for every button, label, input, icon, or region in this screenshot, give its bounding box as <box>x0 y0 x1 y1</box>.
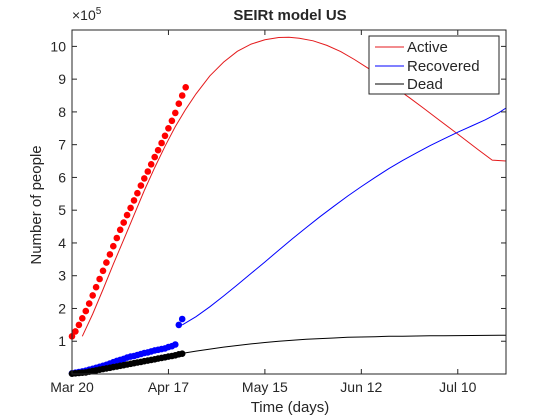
x-axis-label: Time (days) <box>251 399 330 416</box>
y-tick-label: 10 <box>50 38 66 54</box>
y-multiplier-exponent: 5 <box>96 6 102 17</box>
active-data-point <box>154 146 162 154</box>
active-data-point <box>161 132 169 140</box>
series-recovered-model <box>181 107 507 326</box>
active-data-point <box>110 242 117 250</box>
series-active-observed <box>68 84 189 340</box>
active-data-point <box>99 267 107 275</box>
active-data-point <box>120 219 127 226</box>
y-tick-label: 6 <box>58 169 66 185</box>
y-multiplier: ×105 <box>72 6 102 23</box>
recovered-data-point <box>172 341 179 348</box>
x-tick-label: Apr 17 <box>148 379 189 395</box>
active-data-point <box>85 300 93 307</box>
active-data-point <box>82 307 90 315</box>
active-data-point <box>134 189 141 197</box>
legend: Active Recovered Dead <box>368 35 500 95</box>
active-data-point <box>72 328 79 335</box>
active-data-point <box>79 315 86 322</box>
x-tick-label: Jun 12 <box>340 379 382 395</box>
x-tick-label: May 15 <box>242 379 288 395</box>
series-dead-model <box>182 334 506 354</box>
active-data-point <box>123 211 131 219</box>
dead-model-line <box>182 334 506 354</box>
active-data-point <box>75 321 83 329</box>
recovered-data-point <box>175 321 183 329</box>
x-tick-label: Jul 10 <box>439 379 477 395</box>
series-dead-observed <box>68 350 186 378</box>
active-data-point <box>151 153 158 161</box>
legend-box <box>368 35 500 95</box>
active-data-point <box>178 92 186 99</box>
legend-label-dead: Dead <box>407 76 443 93</box>
y-tick-label: 7 <box>58 137 66 153</box>
chart-title: SEIRt model US <box>233 7 346 24</box>
active-data-point <box>113 234 121 242</box>
active-data-point <box>137 182 145 189</box>
legend-label-active: Active <box>407 39 448 56</box>
y-tick-label: 4 <box>58 235 66 251</box>
y-tick-label: 1 <box>58 333 66 349</box>
active-data-point <box>116 226 124 234</box>
legend-label-recovered: Recovered <box>407 58 480 75</box>
active-data-point <box>165 125 172 132</box>
active-data-point <box>147 161 155 168</box>
active-data-point <box>144 168 152 175</box>
recovered-model-line <box>181 107 507 326</box>
series-active-model <box>81 36 507 337</box>
active-data-point <box>182 84 189 91</box>
y-tick-label: 9 <box>58 71 66 87</box>
active-data-point <box>96 275 103 283</box>
y-tick-label: 5 <box>58 202 66 218</box>
y-multiplier-base: ×10 <box>72 7 96 23</box>
y-tick-label: 8 <box>58 104 66 120</box>
y-tick-label: 3 <box>58 268 66 284</box>
y-axis-label: Number of people <box>28 145 45 264</box>
dead-data-point <box>178 350 186 358</box>
active-data-point <box>158 139 165 147</box>
axes-box <box>71 29 507 375</box>
active-data-point <box>92 283 100 291</box>
active-data-point <box>127 204 134 212</box>
active-data-point <box>130 197 138 204</box>
active-data-point <box>103 259 110 266</box>
x-tick-label: Mar 20 <box>50 379 94 395</box>
active-data-point <box>175 100 183 107</box>
active-data-point <box>168 117 176 125</box>
active-data-point <box>106 251 114 258</box>
y-tick-label: 2 <box>58 300 66 316</box>
tick-layer: 1 2 3 4 5 6 7 8 9 10 Mar 20 Apr 17 May 15 Jun 12 Jul 1… <box>50 30 506 395</box>
series-layer <box>68 36 507 378</box>
active-data-point <box>172 109 179 117</box>
active-data-point <box>89 292 96 299</box>
recovered-data-point <box>178 315 186 323</box>
active-data-point <box>141 175 148 182</box>
active-model-line <box>81 36 507 337</box>
